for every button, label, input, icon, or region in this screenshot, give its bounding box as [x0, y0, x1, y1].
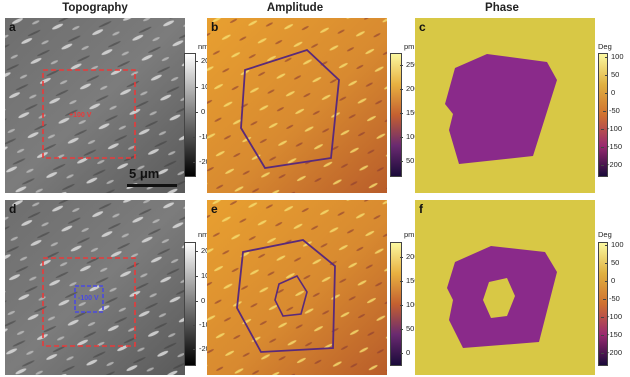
colorbar-tick: -100	[600, 312, 623, 321]
panel-c-phase: c	[415, 18, 595, 193]
colorbar-unit-topo-bottom: nm	[198, 230, 209, 239]
colorbar-tick: 10	[194, 271, 210, 280]
red-dashed-box	[42, 69, 136, 159]
topography-image-a	[5, 18, 185, 193]
colorbar-tick: -200	[600, 348, 623, 357]
blue-dashed-box	[74, 285, 104, 313]
colorbar-tick: 150	[400, 276, 419, 285]
colorbar-tick: -50	[603, 294, 620, 303]
colorbar-unit-topo-top: nm	[198, 42, 209, 51]
colorbar-tick: 50	[399, 156, 415, 165]
topography-image-d	[5, 200, 185, 375]
colorbar-tick: 0	[604, 276, 616, 285]
colorbar-tick: 100	[400, 132, 419, 141]
colorbar-unit-amp-bottom: pm	[404, 230, 415, 239]
domain-boundary-outer	[236, 239, 336, 353]
colorbar-tick: 100	[605, 52, 624, 61]
panel-d-topography: d -100 V	[5, 200, 185, 375]
colorbar-unit-amp-top: pm	[404, 42, 415, 51]
colorbar-tick: -20	[193, 344, 210, 353]
colorbar-tick: 0	[604, 88, 616, 97]
scalebar-line	[127, 184, 177, 187]
colorbar-tick: -150	[600, 330, 623, 339]
colorbar-unit-phase-bottom: Deg	[598, 230, 612, 239]
colorbar-tick: 50	[399, 324, 415, 333]
colorbar-tick: -200	[600, 160, 623, 169]
colorbar-tick: 200	[400, 84, 419, 93]
colorbar-tick: 200	[400, 252, 419, 261]
panel-e-amplitude: e	[207, 200, 387, 375]
phase-image-c	[415, 18, 595, 193]
colorbar-topo-bottom	[184, 242, 196, 366]
colorbar-tick: -50	[603, 106, 620, 115]
colorbar-tick: -10	[193, 320, 210, 329]
column-title-amplitude: Amplitude	[266, 2, 324, 14]
panel-label-e: e	[211, 202, 218, 216]
red-dashed-box	[42, 257, 136, 347]
colorbar-tick: 0	[194, 107, 206, 116]
bias-label-d: -100 V	[78, 295, 99, 302]
panel-b-amplitude: b	[207, 18, 387, 193]
domain-boundary	[240, 48, 340, 169]
colorbar-tick: 150	[400, 108, 419, 117]
phase-domain-with-hole	[447, 246, 557, 348]
panel-a-topography: a +100 V 5 μm	[5, 18, 185, 193]
colorbar-tick: 0	[399, 348, 411, 357]
colorbar-unit-phase-top: Deg	[598, 42, 612, 51]
panel-label-d: d	[9, 202, 17, 216]
colorbar-phase-top	[598, 53, 608, 177]
panel-label-c: c	[419, 20, 426, 34]
colorbar-topo-top	[184, 53, 196, 177]
column-title-topography: Topography	[62, 2, 128, 14]
colorbar-tick: -20	[193, 157, 210, 166]
amplitude-image-b	[207, 18, 387, 193]
phase-domain	[445, 54, 557, 164]
colorbar-tick: -100	[600, 124, 623, 133]
amplitude-image-e	[207, 200, 387, 375]
panel-label-a: a	[9, 20, 16, 34]
colorbar-phase-bottom	[598, 242, 608, 366]
scalebar-text: 5 μm	[129, 166, 160, 181]
colorbar-tick: 20	[194, 56, 210, 65]
colorbar-amp-top	[390, 53, 402, 177]
bias-label-a: +100 V	[69, 112, 92, 119]
colorbar-tick: 100	[400, 300, 419, 309]
phase-image-f	[415, 200, 595, 375]
panel-label-f: f	[419, 202, 423, 216]
domain-boundary-inner	[274, 274, 308, 317]
colorbar-tick: 0	[194, 296, 206, 305]
colorbar-tick: 50	[604, 70, 620, 79]
colorbar-tick: 50	[604, 258, 620, 267]
colorbar-tick: -10	[193, 132, 210, 141]
colorbar-tick: 20	[194, 246, 210, 255]
colorbar-amp-bottom	[390, 242, 402, 366]
colorbar-tick: 10	[194, 82, 210, 91]
colorbar-tick: 250	[400, 60, 419, 69]
panel-label-b: b	[211, 20, 219, 34]
column-title-phase: Phase	[485, 2, 519, 14]
colorbar-tick: -150	[600, 142, 623, 151]
panel-f-phase: f	[415, 200, 595, 375]
colorbar-tick: 100	[605, 240, 624, 249]
